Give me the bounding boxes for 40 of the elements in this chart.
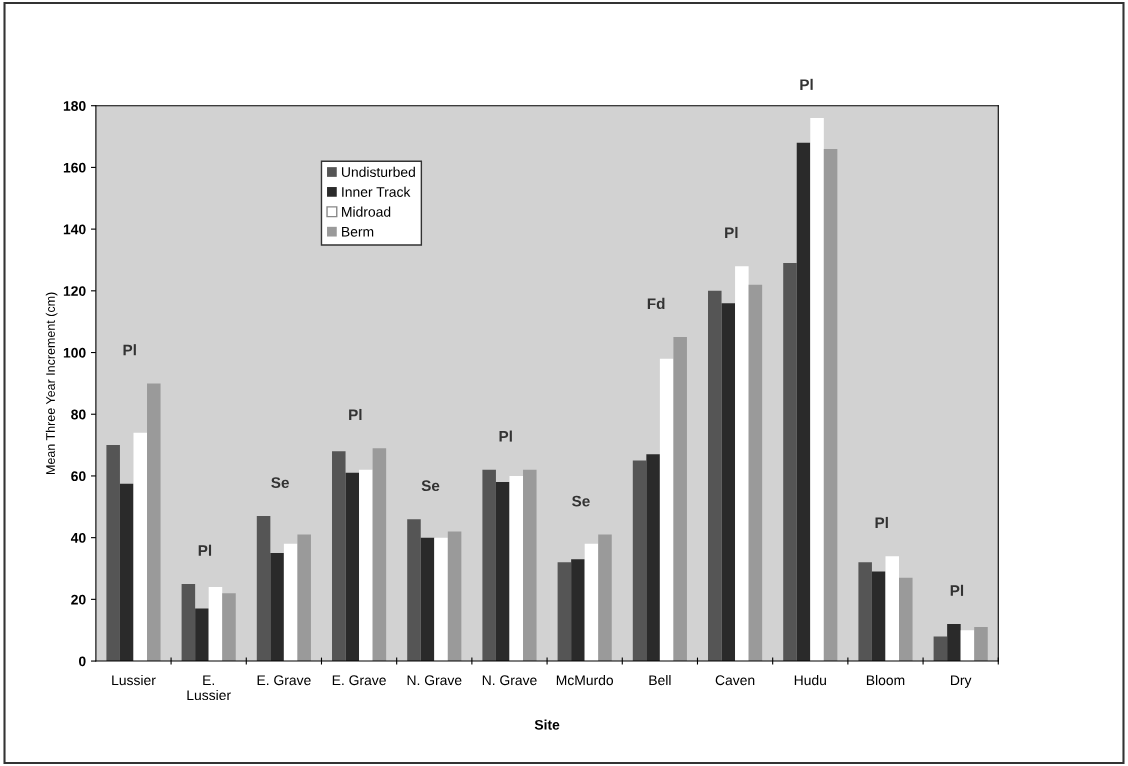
legend-label: Berm xyxy=(342,226,374,237)
y-tick-label: 160 xyxy=(63,162,86,173)
x-tick-label: N. Grave xyxy=(407,675,462,686)
x-tick-label: E. Grave xyxy=(257,675,311,686)
y-tick-label: 140 xyxy=(63,224,86,235)
y-tick-label: 0 xyxy=(78,656,86,667)
x-tick-label: N. Grave xyxy=(482,675,537,686)
annotation: Se xyxy=(421,480,440,492)
y-tick-label: 100 xyxy=(63,347,86,358)
annotation: Pl xyxy=(499,430,512,442)
x-axis-title: Site xyxy=(534,719,560,730)
y-tick-label: 180 xyxy=(63,101,86,111)
x-tick-label: Bell xyxy=(649,674,671,686)
annotation: Pl xyxy=(875,516,888,528)
annotation: Pl xyxy=(725,226,738,238)
x-tick-label: Dry xyxy=(951,675,972,688)
legend-label: Inner Track xyxy=(342,186,411,197)
text: Pl xyxy=(800,78,813,90)
x-tick-label: Caven xyxy=(715,675,755,686)
annotation: Fd xyxy=(647,297,665,310)
x-tick-label: E. Lussier xyxy=(187,675,231,701)
x-tick-label: Lussier xyxy=(112,674,156,686)
annotation: Se xyxy=(572,495,590,507)
annotation: Pl xyxy=(349,408,362,421)
legend-label: Undisturbed xyxy=(342,166,415,177)
annotation: Pl xyxy=(198,544,212,556)
annotation: Pl xyxy=(123,344,136,356)
y-tick-label: 120 xyxy=(63,286,86,296)
y-tick-label: 60 xyxy=(71,471,86,482)
annotation: Se xyxy=(271,477,289,489)
x-tick-label: Hudu xyxy=(794,674,826,686)
y-tick-label: 40 xyxy=(70,532,86,543)
x-tick-label: McMurdo xyxy=(556,674,614,686)
annotation: Pl xyxy=(950,584,964,596)
y-tick-label: 80 xyxy=(71,409,86,420)
x-tick-label: Bloom xyxy=(866,674,905,686)
y-tick-label: 20 xyxy=(71,594,86,605)
y-axis-title: Mean Three Year Increment (cm) xyxy=(45,292,58,474)
x-tick-label: E. Grave xyxy=(332,675,386,686)
legend-label: Midroad xyxy=(342,206,391,217)
